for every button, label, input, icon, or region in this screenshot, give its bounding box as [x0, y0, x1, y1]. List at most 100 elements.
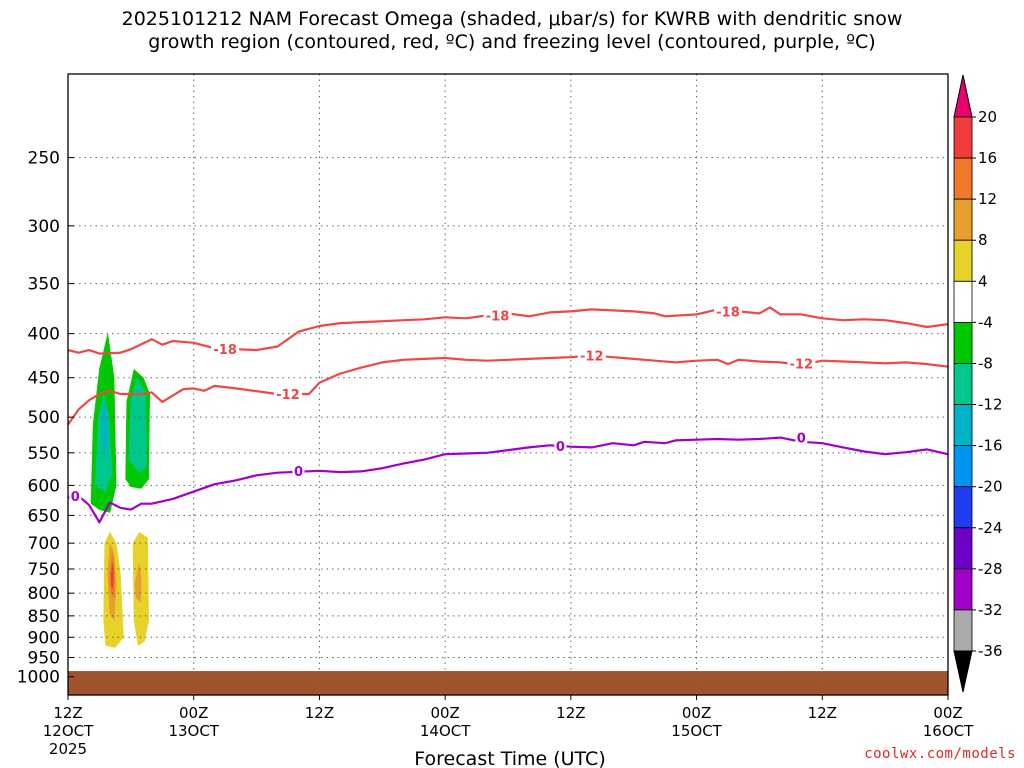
- contour-label-9: 0: [797, 432, 806, 447]
- y-tick-label-650: 650: [28, 506, 60, 526]
- colorbar-label-10: -24: [978, 519, 1003, 537]
- colorbar-label-6: -8: [978, 354, 993, 372]
- contour-label-bg-3: [274, 386, 302, 401]
- x-tick-label-6: 12Z: [808, 704, 837, 722]
- contour-label-3: -12: [276, 388, 300, 403]
- colorbar-box-1: [953, 157, 973, 200]
- y-tick-label-900: 900: [28, 628, 60, 648]
- contour-line-0-2: [67, 436, 949, 524]
- contour-label-bg-8: [554, 438, 567, 453]
- colorbar-box-4: [953, 280, 973, 323]
- contour-label-bg-2: [714, 304, 742, 319]
- contour-label-5: -12: [790, 357, 814, 372]
- y-tick-label-400: 400: [28, 325, 60, 345]
- colorbar-box-2: [953, 198, 973, 241]
- contour-labels: -18 -18 -18 -12 -12 -12 0 0 0 0: [69, 304, 816, 505]
- chart-title-line2: growth region (contoured, red, ºC) and f…: [148, 31, 876, 53]
- colorbar-label-13: -36: [978, 642, 1003, 660]
- contour-label-8: 0: [556, 440, 565, 455]
- x-tick-year-0: 2025: [49, 740, 87, 758]
- contours: [67, 306, 949, 524]
- colorbar-box-0: [953, 116, 973, 159]
- contour-label-6: 0: [71, 490, 80, 505]
- y-tick-label-800: 800: [28, 584, 60, 604]
- x-tick-date-3: 14OCT: [420, 722, 471, 740]
- contour-label-bg-9: [795, 430, 808, 445]
- contour-label-bg-0: [211, 342, 240, 357]
- x-axis-label: Forecast Time (UTC): [414, 748, 605, 768]
- grid: [68, 74, 948, 695]
- omega-region-10: [110, 563, 114, 589]
- colorbar-box-6: [953, 363, 973, 405]
- y-tick-label-850: 850: [28, 607, 60, 627]
- credit-text: coolwx.com/models: [864, 746, 1016, 762]
- x-tick-label-5: 00Z: [682, 704, 711, 722]
- y-tick-label-750: 750: [28, 560, 60, 580]
- colorbar-label-7: -12: [978, 396, 1003, 414]
- contour-label-1: -18: [486, 309, 510, 324]
- plot-frame: [67, 73, 949, 696]
- y-tick-label-950: 950: [28, 649, 60, 669]
- colorbar-label-0: 20: [978, 108, 997, 126]
- colorbar-label-5: -4: [978, 313, 993, 331]
- y-axis: 2503003504004505005506006507007508008509…: [17, 149, 74, 688]
- x-tick-label-2: 12Z: [305, 704, 334, 722]
- y-tick-label-700: 700: [28, 534, 60, 554]
- contour-line--18-0: [67, 306, 949, 355]
- colorbar-top-arrow: [953, 74, 973, 118]
- colorbar-box-12: [953, 609, 973, 652]
- y-tick-label-600: 600: [28, 476, 60, 496]
- colorbar-bottom-arrow: [953, 650, 973, 693]
- colorbar-label-1: 16: [978, 149, 997, 167]
- x-tick-label-7: 00Z: [933, 704, 962, 722]
- y-tick-label-250: 250: [28, 149, 60, 169]
- contour-label-0: -18: [213, 343, 237, 358]
- y-tick-label-500: 500: [28, 408, 60, 428]
- chart-title: 2025101212 NAM Forecast Omega (shaded, μ…: [0, 8, 1024, 54]
- x-tick-label-0: 12Z: [53, 704, 82, 722]
- colorbar-label-4: 4: [978, 272, 988, 290]
- y-tick-label-350: 350: [28, 275, 60, 295]
- x-tick-label-1: 00Z: [179, 704, 208, 722]
- terrain: [68, 671, 948, 695]
- colorbar: 20 16 12 8 4 -4 -8 -12 -16 -20 -24 -28 -32 -36: [953, 74, 1003, 693]
- colorbar-label-2: 12: [978, 190, 997, 208]
- colorbar-box-9: [953, 486, 973, 529]
- omega-shading: [90, 333, 150, 648]
- colorbar-box-3: [953, 239, 973, 282]
- x-tick-date-5: 15OCT: [671, 722, 722, 740]
- contour-label-bg-6: [69, 488, 82, 503]
- x-tick-date-1: 13OCT: [168, 722, 219, 740]
- colorbar-box-5: [953, 321, 973, 364]
- colorbar-label-12: -32: [978, 601, 1003, 619]
- contour-label-bg-1: [483, 308, 512, 323]
- contour-label-bg-7: [292, 463, 305, 478]
- x-tick-label-3: 00Z: [430, 704, 459, 722]
- y-tick-label-1000: 1000: [17, 668, 60, 688]
- colorbar-box-10: [953, 527, 973, 570]
- contour-label-4: -12: [580, 349, 604, 364]
- y-tick-label-300: 300: [28, 217, 60, 237]
- omega-region-2: [101, 401, 109, 460]
- colorbar-label-8: -16: [978, 437, 1003, 455]
- colorbar-label-3: 8: [978, 231, 988, 249]
- chart-title-line1: 2025101212 NAM Forecast Omega (shaded, μ…: [121, 8, 903, 30]
- x-tick-label-4: 12Z: [556, 704, 585, 722]
- contour-label-bg-5: [787, 356, 816, 371]
- terrain-fill: [68, 671, 948, 695]
- x-tick-date-7: 16OCT: [923, 722, 974, 740]
- colorbar-label-11: -28: [978, 560, 1003, 578]
- colorbar-box-11: [953, 568, 973, 611]
- y-tick-label-450: 450: [28, 369, 60, 389]
- contour-label-2: -18: [716, 305, 740, 320]
- colorbar-box-8: [953, 445, 973, 488]
- contour-label-7: 0: [294, 465, 303, 480]
- contour-line--12-1: [67, 354, 949, 426]
- contour-label-bg-4: [577, 348, 606, 363]
- y-tick-label-550: 550: [28, 444, 60, 464]
- colorbar-label-9: -20: [978, 478, 1003, 496]
- x-tick-date-0: 12OCT: [43, 722, 94, 740]
- colorbar-box-7: [953, 404, 973, 447]
